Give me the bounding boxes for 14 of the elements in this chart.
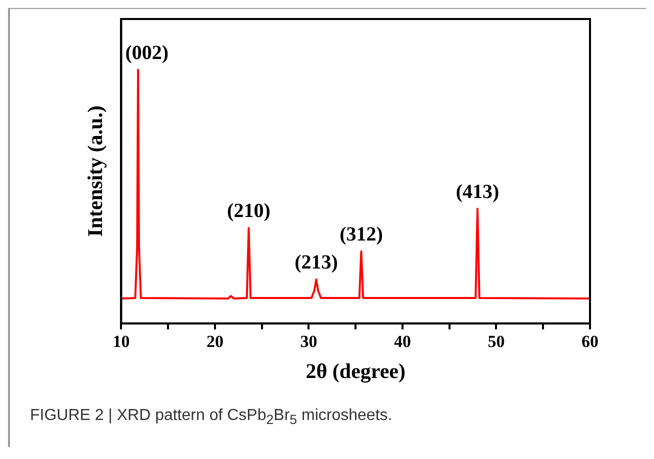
x-tick-label: 40 bbox=[394, 332, 411, 351]
x-tick-label: 30 bbox=[300, 332, 318, 351]
y-axis-title: Intensity (a.u.) bbox=[83, 106, 108, 237]
x-tick-label: 10 bbox=[112, 332, 130, 351]
annotation: (210) bbox=[227, 200, 270, 222]
annotation: (413) bbox=[456, 180, 500, 203]
annotation: (213) bbox=[294, 252, 338, 274]
x-tick-label: 50 bbox=[488, 332, 505, 351]
annotation: (312) bbox=[340, 224, 383, 246]
x-axis-title: 2θ (degree) bbox=[306, 358, 406, 383]
caption: FIGURE 2 | XRD pattern of CsPb$_{2}$Br$_{5}$ microsheets. bbox=[29, 406, 394, 430]
annotation: (002) bbox=[125, 42, 169, 64]
x-tick-label: 60 bbox=[582, 332, 598, 351]
x-tick-label: 20 bbox=[206, 332, 224, 351]
